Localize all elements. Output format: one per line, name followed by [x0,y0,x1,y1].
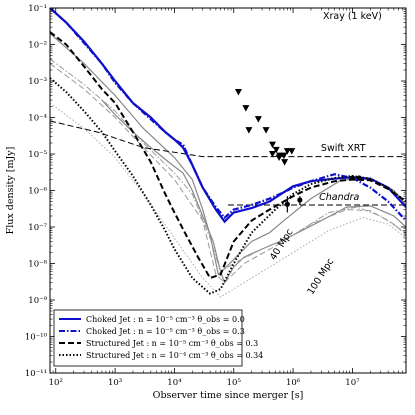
plot-frame [49,7,407,374]
annotation-0: Xray (1 keV) [323,11,382,22]
x-tick-label: 10² [49,378,63,388]
y-tick-label: 10⁻⁵ [28,150,47,160]
faint-model-line-4 [50,102,406,298]
y-tick-label: 10⁻¹¹ [25,369,47,379]
upper-limit-marker [262,127,270,134]
y-tick-label: 10⁻⁸ [28,260,47,270]
y-tick-label: 10⁻⁷ [28,223,47,233]
x-tick-label: 10⁷ [345,378,360,388]
annotation-1: Swift XRT [321,143,366,154]
upper-limit-marker [242,105,250,112]
y-axis-title: Flux density [mJy] [5,147,16,235]
legend-box [53,309,243,367]
y-tick-label: 10⁻⁹ [28,296,47,306]
faint-model-line-2 [50,58,406,273]
upper-limit-marker [280,152,288,160]
legend-label: Choked Jet : n = 10⁻⁵ cm⁻³ θ_obs = 0.0 [86,315,245,324]
x-tick-label: 10³ [108,378,122,388]
reference-line-swift-xrt [50,120,406,158]
upper-limit-marker [288,148,296,155]
x-tick-label: 10⁴ [167,378,182,388]
x-tick-label: 10⁶ [286,378,301,388]
detection-point [284,201,290,207]
plot-area [50,8,406,298]
upper-limit-marker [245,127,253,134]
x-tick-label: 10⁵ [227,378,242,388]
annotation-2: Chandra [319,192,359,203]
y-tick-label: 10⁻² [28,41,47,51]
faint-model-line-0 [101,99,406,285]
plot-marks [50,8,406,298]
legend: Choked Jet : n = 10⁻⁵ cm⁻³ θ_obs = 0.0 Ch… [53,309,263,367]
legend-label: Structured Jet : n = 10⁻⁵ cm⁻³ θ_obs = 0… [86,339,258,348]
series-line-2 [50,31,406,280]
upper-limit-marker [283,148,291,155]
y-tick-label: 10⁻¹ [28,4,47,14]
legend-label: Choked Jet : n = 10⁻⁵ cm⁻³ θ_obs = 0.3 [86,327,245,336]
detection-point [297,197,303,203]
y-tick-label: 10⁻¹⁰ [25,333,48,343]
upper-limit-marker [254,116,262,123]
upper-limit-marker [281,159,289,166]
upper-limit-marker [269,151,277,158]
detection-point [356,175,362,181]
upper-limit-marker [234,88,242,96]
series-line-1 [50,8,406,222]
legend-label: Structured Jet : n = 10⁻⁴ cm⁻³ θ_obs = 0… [86,351,263,360]
detection-point [349,175,356,181]
series-line-3 [50,77,406,295]
annotation-4: 100 Mpc [306,257,337,297]
series-line-0 [50,8,406,224]
y-tick-label: 10⁻⁴ [28,114,47,124]
upper-limit-marker [269,141,277,149]
y-tick-label: 10⁻³ [28,77,47,87]
x-axis-title: Observer time since merger [s] [153,390,304,401]
faint-model-line-3 [50,63,406,284]
upper-limit-marker [275,154,283,162]
upper-limit-marker [272,146,280,154]
y-tick-label: 10⁻⁶ [28,187,47,197]
